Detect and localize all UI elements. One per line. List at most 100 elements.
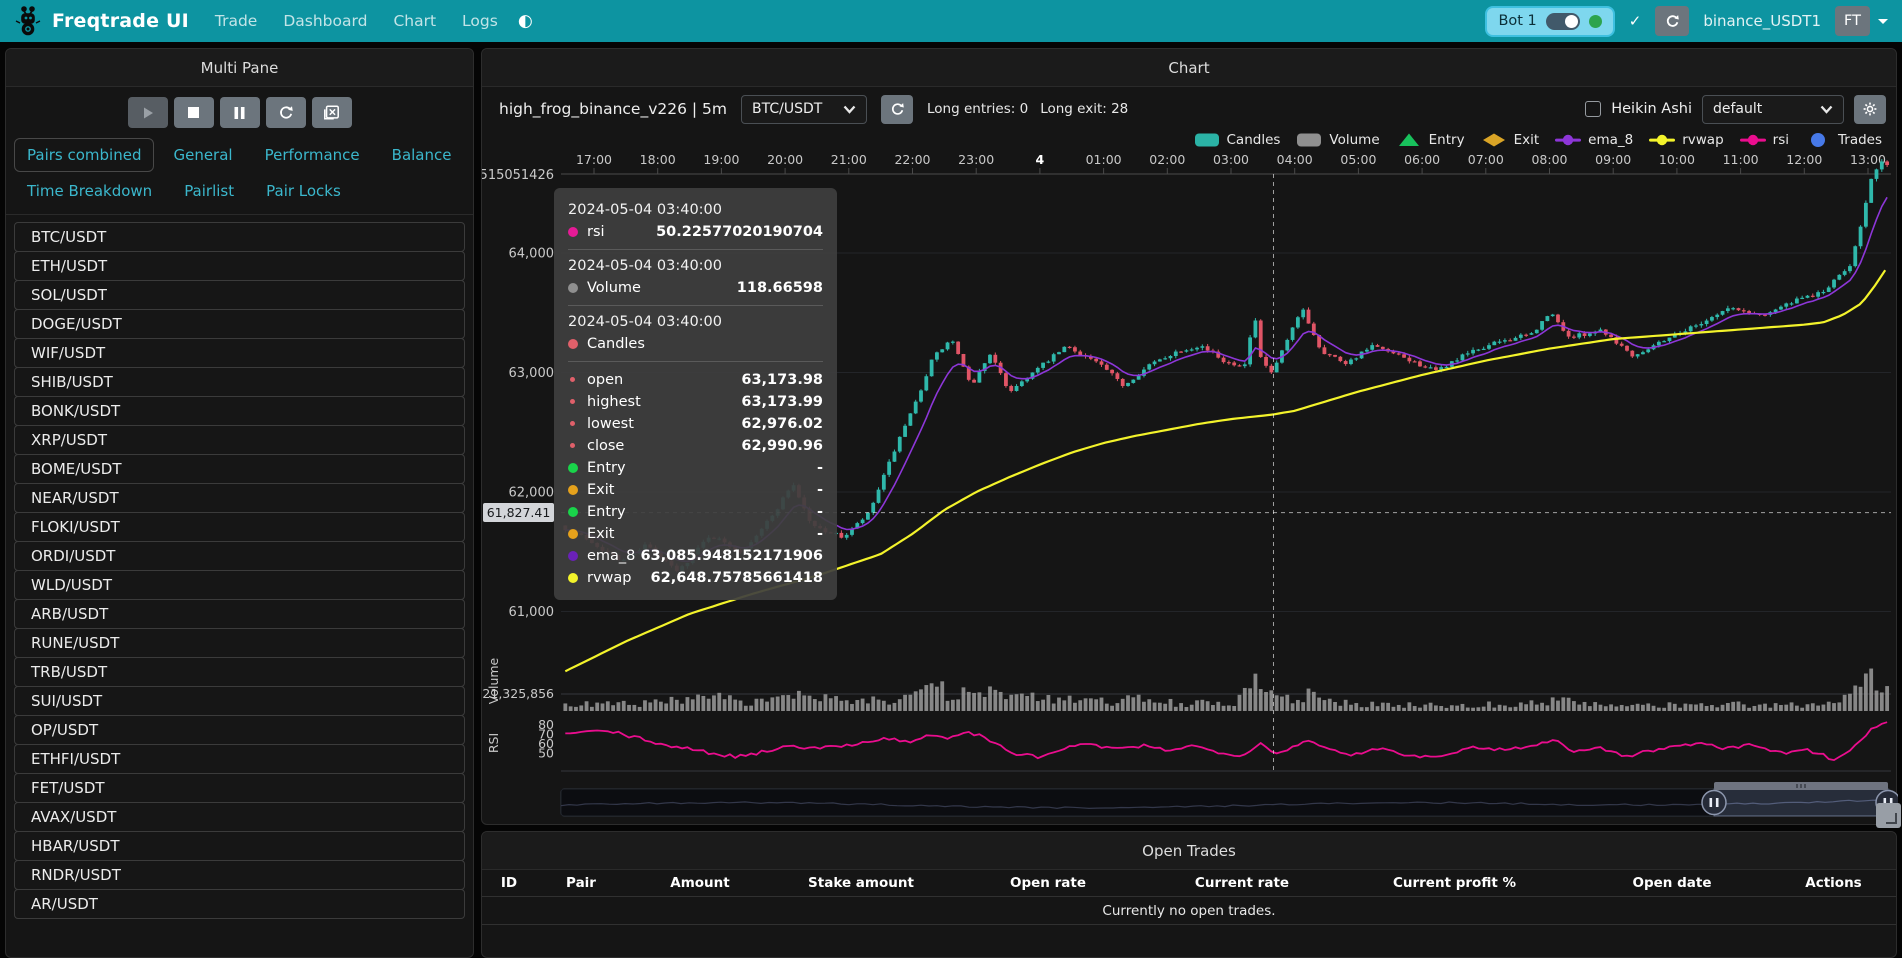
legend-item-volume[interactable]: Volume	[1296, 132, 1380, 148]
pair-list-item[interactable]: ORDI/USDT	[14, 541, 465, 571]
candles-swatch	[1194, 133, 1219, 147]
navbar: Freqtrade UI Trade Dashboard Chart Logs ◐ B…	[0, 0, 1902, 42]
pause-button[interactable]	[219, 97, 260, 128]
svg-text:60: 60	[538, 736, 554, 751]
pair-list-item[interactable]: RNDR/USDT	[14, 860, 465, 890]
tab-balance[interactable]: Balance	[391, 146, 452, 164]
bot-selector[interactable]: Bot 1	[1485, 5, 1615, 37]
column-header-current-profit-: Current profit %	[1392, 875, 1517, 891]
nav-link-chart[interactable]: Chart	[393, 12, 437, 30]
play-button[interactable]	[127, 97, 168, 128]
open-trades-header: ID Pair Amount Stake amount Open rate Current…	[482, 870, 1896, 897]
pair-list-item[interactable]: FET/USDT	[14, 773, 465, 803]
datazoom-range-bar[interactable]	[1714, 782, 1888, 790]
heikin-ashi-checkbox[interactable]	[1585, 101, 1602, 117]
tab-pair-locks[interactable]: Pair Locks	[266, 182, 341, 200]
nav-link-logs[interactable]: Logs	[462, 12, 498, 30]
plot-settings-button[interactable]	[1854, 94, 1886, 124]
pair-list-item[interactable]: WIF/USDT	[14, 338, 465, 368]
pair-select[interactable]: BTC/USDT	[741, 94, 867, 124]
pair-list-item[interactable]: BTC/USDT	[14, 222, 465, 252]
tab-general[interactable]: General	[173, 146, 233, 164]
pair-list-item[interactable]: ARB/USDT	[14, 599, 465, 629]
pair-list-item[interactable]: ETH/USDT	[14, 251, 465, 281]
legend-item-exit[interactable]: Exit	[1481, 132, 1540, 148]
legend-label: Exit	[1513, 132, 1540, 148]
svg-text:11:00: 11:00	[1723, 152, 1759, 167]
pair-list-item[interactable]: SOL/USDT	[14, 280, 465, 310]
tab-performance[interactable]: Performance	[264, 146, 360, 164]
pair-list-item[interactable]: WLD/USDT	[14, 570, 465, 600]
legend-item-entry[interactable]: Entry	[1396, 132, 1465, 148]
chart-refresh-button[interactable]	[881, 94, 913, 124]
pair-list-item[interactable]: XRP/USDT	[14, 425, 465, 455]
legend-label: Entry	[1428, 132, 1465, 148]
rvwap-swatch	[1649, 134, 1676, 146]
legend-item-trades[interactable]: Trades	[1805, 132, 1882, 148]
svg-text:80: 80	[538, 717, 554, 732]
trades-swatch	[1811, 133, 1825, 147]
brand-title: Freqtrade UI	[52, 10, 189, 32]
theme-toggle-icon[interactable]: ◐	[517, 11, 533, 31]
pair-list-item[interactable]: RUNE/USDT	[14, 628, 465, 658]
svg-text:50: 50	[538, 746, 554, 761]
pair-list-item[interactable]: FLOKI/USDT	[14, 512, 465, 542]
pair-list-item[interactable]: SHIB/USDT	[14, 367, 465, 397]
caret-down-icon[interactable]	[1878, 18, 1888, 24]
volume-swatch	[1297, 133, 1322, 147]
open-trades-panel: Open Trades ID Pair Amount Stake amount Open…	[481, 831, 1897, 958]
pair-list-item[interactable]: BOME/USDT	[14, 454, 465, 484]
pair-list-item[interactable]: ETHFI/USDT	[14, 744, 465, 774]
account-name[interactable]: binance_USDT1	[1703, 12, 1821, 30]
svg-text:23:00: 23:00	[958, 152, 994, 167]
nav-link-trade[interactable]: Trade	[214, 12, 258, 30]
reload-bot-button[interactable]	[1655, 6, 1690, 36]
legend-item-rsi[interactable]: rsi	[1739, 132, 1789, 148]
column-header-amount: Amount	[670, 875, 730, 891]
stop-button[interactable]	[173, 97, 214, 128]
legend-label: Trades	[1838, 132, 1882, 148]
nav-link-dashboard[interactable]: Dashboard	[283, 12, 368, 30]
svg-text:08:00: 08:00	[1531, 152, 1567, 167]
strategy-label: high_frog_binance_v226 | 5m	[499, 100, 727, 118]
svg-text:4: 4	[1036, 152, 1045, 167]
svg-text:515051426: 515051426	[482, 168, 554, 183]
datazoom-handle-left[interactable]	[1701, 789, 1727, 816]
pair-list-item[interactable]: DOGE/USDT	[14, 309, 465, 339]
rsi-swatch	[1739, 134, 1766, 146]
price-chart[interactable]: 64,000 63,000 62,000 61,000 515051426 17:00 18…	[482, 151, 1898, 826]
tab-time-breakdown[interactable]: Time Breakdown	[27, 182, 153, 200]
svg-text:10:00: 10:00	[1659, 152, 1695, 167]
pair-list-item[interactable]: NEAR/USDT	[14, 483, 465, 513]
refresh-icon	[891, 102, 904, 115]
pair-select-value: BTC/USDT	[752, 101, 823, 117]
avatar[interactable]: FT	[1835, 6, 1870, 36]
pair-list-item[interactable]: AVAX/USDT	[14, 802, 465, 832]
open-trades-empty-row: Currently no open trades.	[482, 897, 1896, 925]
tab-pairlist[interactable]: Pairlist	[184, 182, 235, 200]
pair-list: BTC/USDT ETH/USDT SOL/USDT DOGE/USDT WIF/USD…	[6, 215, 473, 919]
brand[interactable]: Freqtrade UI	[14, 5, 189, 37]
legend-item-rvwap[interactable]: rvwap	[1649, 132, 1724, 148]
remove-chart-button[interactable]	[311, 97, 352, 128]
svg-text:Volume: Volume	[486, 657, 501, 704]
pair-list-item[interactable]: TRB/USDT	[14, 657, 465, 687]
refresh-button[interactable]	[265, 97, 306, 128]
pair-list-item[interactable]: AR/USDT	[14, 889, 465, 919]
bot-toggle[interactable]	[1545, 12, 1580, 30]
pair-list-item[interactable]: HBAR/USDT	[14, 831, 465, 861]
resize-handle[interactable]	[1876, 803, 1901, 828]
legend-item-ema_8[interactable]: ema_8	[1555, 132, 1633, 148]
pair-list-item[interactable]: BONK/USDT	[14, 396, 465, 426]
navbar-right: Bot 1 ✓ binance_USDT1 FT	[1485, 5, 1888, 37]
pair-list-item[interactable]: SUI/USDT	[14, 686, 465, 716]
svg-text:02:00: 02:00	[1149, 152, 1185, 167]
bot-online-dot	[1588, 14, 1602, 28]
tab-pairs-combined[interactable]: Pairs combined	[14, 138, 155, 172]
plot-config-select[interactable]: default	[1702, 94, 1844, 124]
long-entries-count: Long entries: 0	[927, 101, 1029, 117]
pair-list-item[interactable]: OP/USDT	[14, 715, 465, 745]
legend-item-candles[interactable]: Candles	[1194, 132, 1280, 148]
svg-text:19:00: 19:00	[703, 152, 739, 167]
